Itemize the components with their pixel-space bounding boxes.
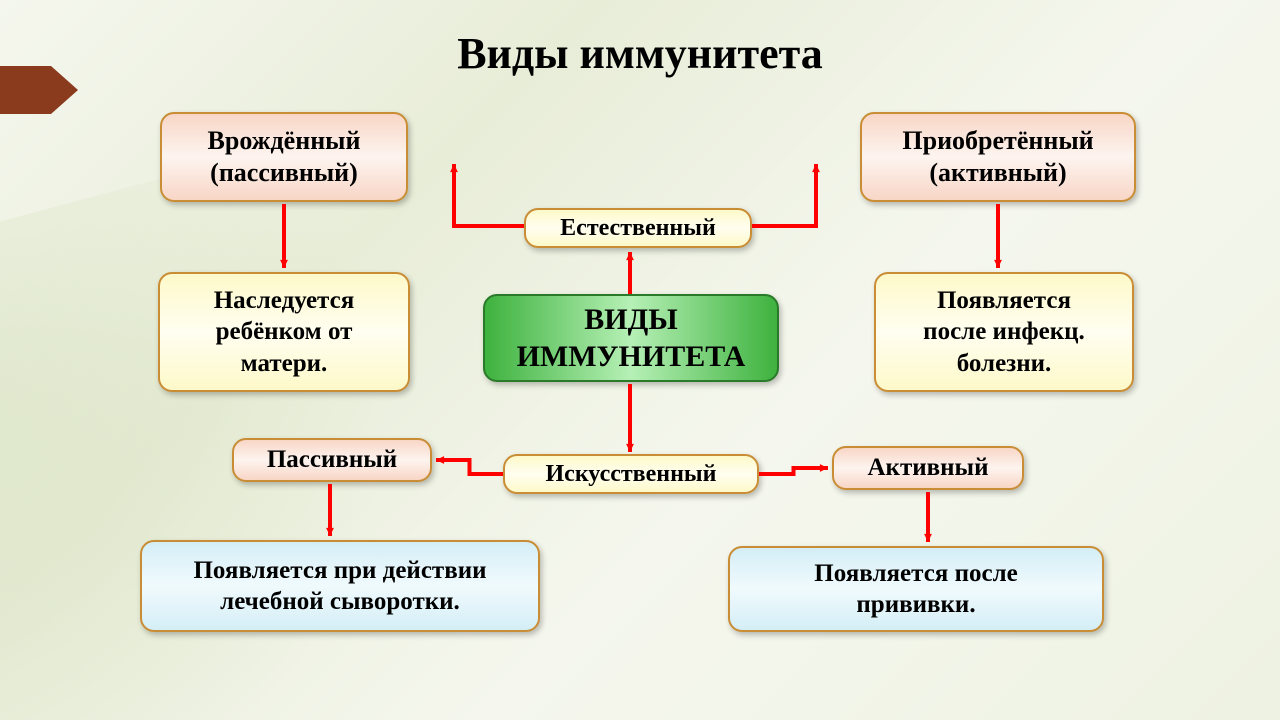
node-active-label: Активный bbox=[868, 452, 989, 483]
node-inherited: Наследуется ребёнком от матери. bbox=[158, 272, 410, 392]
node-artificial-label: Искусственный bbox=[546, 459, 717, 489]
node-artificial: Искусственный bbox=[503, 454, 759, 494]
node-innate-label: Врождённый (пассивный) bbox=[208, 125, 361, 190]
page-title: Виды иммунитета bbox=[0, 28, 1280, 79]
node-serum: Появляется при действии лечебной сыворот… bbox=[140, 540, 540, 632]
node-passive: Пассивный bbox=[232, 438, 432, 482]
node-after_infect: Появляется после инфекц. болезни. bbox=[874, 272, 1134, 392]
node-after_infect-label: Появляется после инфекц. болезни. bbox=[923, 285, 1085, 379]
node-acquired-label: Приобретённый (активный) bbox=[902, 125, 1093, 190]
node-vaccine-label: Появляется после прививки. bbox=[814, 558, 1017, 621]
node-passive-label: Пассивный bbox=[267, 444, 397, 475]
node-active: Активный bbox=[832, 446, 1024, 490]
node-inherited-label: Наследуется ребёнком от матери. bbox=[214, 285, 355, 379]
node-natural: Естественный bbox=[524, 208, 752, 248]
node-center: ВИДЫ ИММУНИТЕТА bbox=[483, 294, 779, 382]
node-acquired: Приобретённый (активный) bbox=[860, 112, 1136, 202]
node-center-label: ВИДЫ ИММУНИТЕТА bbox=[517, 301, 746, 376]
node-natural-label: Естественный bbox=[560, 213, 716, 243]
title-row: Виды иммунитета bbox=[0, 28, 1280, 79]
node-innate: Врождённый (пассивный) bbox=[160, 112, 408, 202]
node-serum-label: Появляется при действии лечебной сыворот… bbox=[193, 555, 486, 618]
node-vaccine: Появляется после прививки. bbox=[728, 546, 1104, 632]
